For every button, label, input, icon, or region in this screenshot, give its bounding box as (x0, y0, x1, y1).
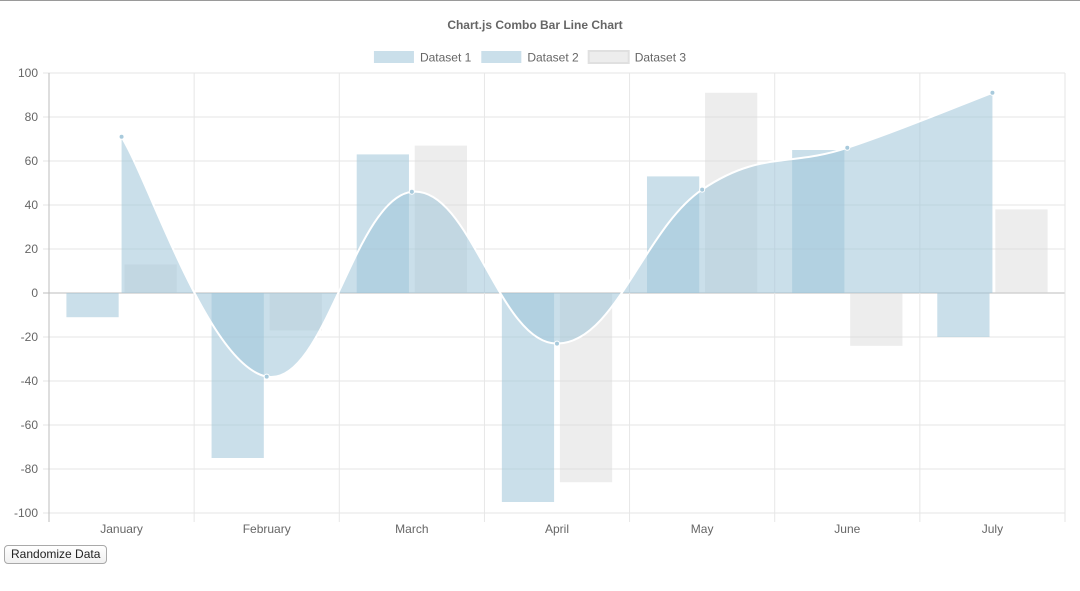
x-tick-label: April (545, 522, 569, 536)
line-point (989, 89, 996, 96)
x-tick-label: June (834, 522, 860, 536)
line-point (844, 144, 851, 151)
y-tick-label: 80 (25, 110, 39, 124)
line-series-path (120, 91, 993, 378)
y-tick-label: -60 (21, 418, 39, 432)
y-tick-label: -80 (21, 462, 39, 476)
y-tick-label: 60 (25, 154, 39, 168)
chart-axes: 100 80 60 40 20 0 -20 -40 -60 -80 -100 January Febru… (14, 66, 1003, 536)
legend-label: Dataset 2 (527, 51, 579, 65)
x-tick-label: February (243, 522, 291, 536)
chart-line (118, 89, 996, 380)
legend-label: Dataset 1 (420, 51, 472, 65)
bar-dataset-3 (995, 209, 1048, 293)
y-tick-label: -20 (21, 330, 39, 344)
bar-dataset-3 (850, 293, 903, 346)
bar-dataset-2 (66, 293, 119, 318)
randomize-data-button[interactable]: Randomize Data (4, 545, 108, 564)
legend-swatch (587, 50, 630, 64)
legend-swatch (481, 51, 522, 63)
y-tick-label: -40 (21, 374, 39, 388)
y-tick-label: 0 (31, 286, 38, 300)
legend-swatch (373, 51, 414, 63)
line-point (699, 186, 706, 193)
x-tick-label: July (982, 522, 1003, 536)
y-tick-label: 100 (18, 66, 38, 80)
top-border (0, 0, 1080, 1)
legend-label: Dataset 3 (635, 51, 687, 65)
y-tick-label: -100 (14, 506, 38, 520)
line-point (554, 340, 560, 347)
bar-dataset-2 (937, 293, 990, 337)
line-area-fill (121, 92, 993, 378)
line-point (118, 133, 125, 140)
x-tick-label: May (691, 522, 714, 536)
line-point (263, 373, 270, 380)
chart-title: Chart.js Combo Bar Line Chart (447, 18, 622, 32)
x-tick-label: January (100, 522, 143, 536)
line-point (408, 188, 415, 195)
y-tick-label: 20 (25, 242, 39, 256)
chart-legend: Dataset 1 Dataset 2 Dataset 3 (373, 50, 687, 65)
x-tick-label: March (395, 522, 428, 536)
y-tick-label: 40 (25, 198, 39, 212)
